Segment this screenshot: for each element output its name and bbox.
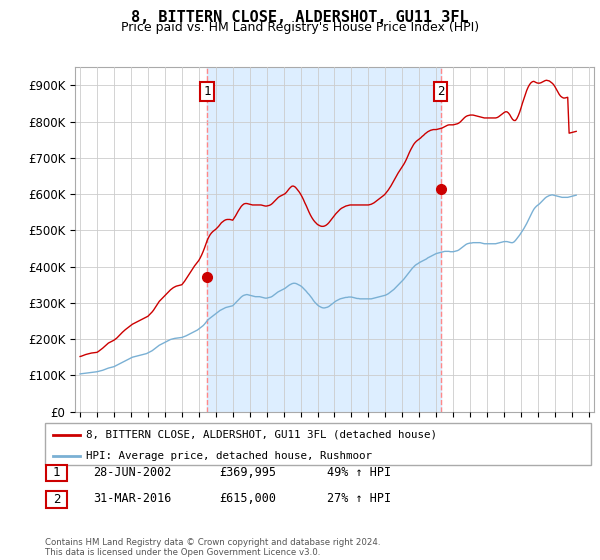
Text: 1: 1: [53, 466, 60, 479]
Text: HPI: Average price, detached house, Rushmoor: HPI: Average price, detached house, Rush…: [86, 451, 372, 460]
Text: 8, BITTERN CLOSE, ALDERSHOT, GU11 3FL (detached house): 8, BITTERN CLOSE, ALDERSHOT, GU11 3FL (d…: [86, 430, 437, 440]
Text: 2: 2: [437, 85, 444, 98]
Text: 2: 2: [53, 493, 60, 506]
Text: Price paid vs. HM Land Registry's House Price Index (HPI): Price paid vs. HM Land Registry's House …: [121, 21, 479, 34]
Text: Contains HM Land Registry data © Crown copyright and database right 2024.
This d: Contains HM Land Registry data © Crown c…: [45, 538, 380, 557]
Text: £615,000: £615,000: [219, 492, 276, 505]
Text: 1: 1: [203, 85, 211, 98]
Text: £369,995: £369,995: [219, 465, 276, 479]
Text: 28-JUN-2002: 28-JUN-2002: [93, 465, 172, 479]
Text: 8, BITTERN CLOSE, ALDERSHOT, GU11 3FL: 8, BITTERN CLOSE, ALDERSHOT, GU11 3FL: [131, 10, 469, 25]
Text: 31-MAR-2016: 31-MAR-2016: [93, 492, 172, 505]
Bar: [207, 67, 440, 412]
Text: 49% ↑ HPI: 49% ↑ HPI: [327, 465, 391, 479]
Text: 27% ↑ HPI: 27% ↑ HPI: [327, 492, 391, 505]
